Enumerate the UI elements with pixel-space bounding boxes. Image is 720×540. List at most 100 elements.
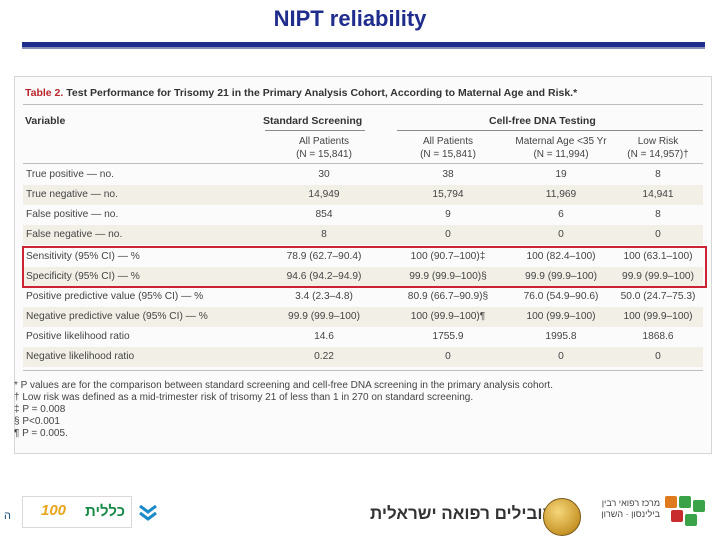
table-row: Sensitivity (95% CI) — % 78.9 (62.7–90.4… [23,247,703,267]
row-label: Specificity (95% CI) — % [26,271,140,282]
cell-cfdna-lowrisk: 8 [655,169,661,180]
cell-cfdna-lowrisk: 50.0 (24.7–75.3) [620,291,696,302]
row-label: False negative — no. [26,229,123,240]
cell-cfdna-all: 80.9 (66.7–90.9)§ [407,291,489,302]
cell-cfdna-age: 11,969 [545,189,577,200]
subheader-line2: (N = 15,841) [420,149,476,160]
header-cfdna-testing: Cell-free DNA Testing [489,115,596,127]
slide-title: NIPT reliability [273,6,427,31]
clalit-logo-name: כללית [85,503,125,520]
table-row: Negative likelihood ratio 0.22 0 0 0 [23,347,703,367]
subheader-line1: Maternal Age <35 Yr [515,136,607,147]
footnote: † Low risk was defined as a mid-trimeste… [14,392,474,403]
cell-standard: 99.9 (99.9–100) [288,311,360,322]
cell-cfdna-all: 99.9 (99.9–100)§ [409,271,487,282]
header-bottom-rule [23,163,703,164]
table-bottom-rule [23,370,703,371]
table-row: Negative predictive value (95% CI) — % 9… [23,307,703,327]
row-label: Sensitivity (95% CI) — % [26,251,140,262]
footnote: ‡ P = 0.008 [14,404,66,415]
table-row: False negative — no. 8 0 0 0 [23,225,703,245]
row-label: Negative likelihood ratio [26,351,135,362]
cell-standard: 94.6 (94.2–94.9) [286,271,362,282]
cell-cfdna-all: 38 [442,169,454,180]
header-top-rule [23,104,703,105]
sensitivity-specificity-highlight [22,246,707,288]
title-underline-bar [22,42,705,49]
table-caption-text: Test Performance for Trisomy 21 in the P… [66,87,578,99]
cell-standard: 78.9 (62.7–90.4) [286,251,362,262]
hospital-logo-icon [665,496,711,532]
cell-cfdna-lowrisk: 100 (63.1–100) [623,251,693,262]
cell-cfdna-lowrisk: 99.9 (99.9–100) [622,271,694,282]
cell-cfdna-all: 0 [445,351,451,362]
footer-logo-bar: ה 100 כללית מובילים רפואה ישראלית מרכז ר… [0,488,720,540]
cell-standard: 3.4 (2.3–4.8) [295,291,353,302]
footnote: * P values are for the comparison betwee… [14,380,553,391]
header-variable: Variable [25,115,66,127]
cell-cfdna-lowrisk: 0 [655,351,661,362]
cell-standard: 14,949 [308,189,340,200]
footnote: § P<0.001 [14,416,60,427]
table-row: Positive likelihood ratio 14.6 1755.9 19… [23,327,703,347]
clalit-chevron-icon [139,504,157,521]
table-row: Specificity (95% CI) — % 94.6 (94.2–94.9… [23,267,703,287]
cell-standard: 14.6 [314,331,334,342]
table-caption: Table 2. Test Performance for Trisomy 21… [25,87,577,99]
cell-standard: 0.22 [314,351,334,362]
clalit-logo: 100 כללית [22,496,132,528]
table-row: Positive predictive value (95% CI) — % 3… [23,287,703,307]
clalit-logo-number: 100 [41,502,67,519]
cell-cfdna-all: 100 (99.9–100)¶ [410,311,486,322]
hospital-name: מרכז רפואי רבין בילינסון · השרון [601,498,660,519]
table-caption-number: Table 2. [25,87,64,99]
row-label: True negative — no. [26,189,118,200]
row-label: False positive — no. [26,209,119,220]
table-footnotes: * P values are for the comparison betwee… [14,380,553,440]
row-label: Negative predictive value (95% CI) — % [26,311,208,322]
cell-cfdna-lowrisk: 1868.6 [642,331,674,342]
footnote: ¶ P = 0.005. [14,428,68,439]
subheader-line1: Low Risk [637,136,679,147]
subheader-line2: (N = 11,994) [533,149,589,160]
row-label: True positive — no. [26,169,114,180]
subheader-line1: All Patients [422,136,474,147]
table-row: False positive — no. 854 9 6 8 [23,205,703,225]
subheader-cfdna-all: All Patients (N = 15,841) [393,135,503,161]
cell-cfdna-age: 100 (99.9–100) [526,311,596,322]
header-group-rule-standard [265,130,365,131]
cell-cfdna-age: 1995.8 [545,331,577,342]
subheader-line2: (N = 15,841) [296,149,352,160]
subheader-standard-all: All Patients (N = 15,841) [269,135,379,161]
cell-cfdna-all: 0 [445,229,451,240]
header-group-rule-cfdna [397,130,703,131]
cell-cfdna-lowrisk: 14,941 [642,189,674,200]
cell-cfdna-all: 9 [445,209,451,220]
cell-cfdna-age: 0 [558,229,564,240]
cell-cfdna-age: 99.9 (99.9–100) [525,271,597,282]
subheader-line1: All Patients [298,136,350,147]
row-label: Positive predictive value (95% CI) — % [26,291,204,302]
cell-cfdna-age: 6 [558,209,564,220]
cell-cfdna-age: 19 [555,169,567,180]
cell-cfdna-lowrisk: 100 (99.9–100) [623,311,693,322]
cell-cfdna-all: 1755.9 [432,331,464,342]
subheader-line2: (N = 14,957)† [627,149,689,160]
cell-cfdna-lowrisk: 0 [655,229,661,240]
cell-cfdna-all: 100 (90.7–100)‡ [410,251,486,262]
footer-slogan: מובילים רפואה ישראלית [370,504,555,523]
cell-standard: 854 [315,209,333,220]
cell-cfdna-lowrisk: 8 [655,209,661,220]
cell-cfdna-age: 0 [558,351,564,362]
table-panel: Table 2. Test Performance for Trisomy 21… [14,76,712,454]
subheader-cfdna-age: Maternal Age <35 Yr (N = 11,994) [501,135,621,161]
footer-left-text: ה [4,510,11,522]
row-label: Positive likelihood ratio [26,331,130,342]
cell-standard: 8 [321,229,327,240]
header-standard-screening: Standard Screening [263,115,363,127]
cell-standard: 30 [318,169,330,180]
gold-seal-icon [543,498,581,536]
table-row: True positive — no. 30 38 19 8 [23,165,703,185]
table-row: True negative — no. 14,949 15,794 11,969… [23,185,703,205]
cell-cfdna-age: 100 (82.4–100) [526,251,596,262]
